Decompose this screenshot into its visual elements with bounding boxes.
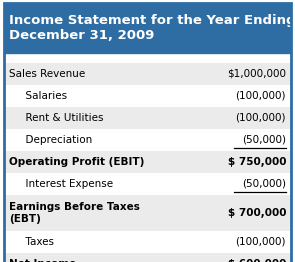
Text: Income Statement for the Year Ending
December 31, 2009: Income Statement for the Year Ending Dec… <box>9 14 295 42</box>
Bar <box>4 129 291 151</box>
Text: Operating Profit (EBIT): Operating Profit (EBIT) <box>9 157 144 167</box>
Text: $1,000,000: $1,000,000 <box>227 69 286 79</box>
Text: Interest Expense: Interest Expense <box>19 179 113 189</box>
Text: (50,000): (50,000) <box>242 179 286 189</box>
Bar <box>4 63 291 85</box>
Bar <box>4 231 291 253</box>
Bar <box>4 3 291 53</box>
Text: Sales Revenue: Sales Revenue <box>9 69 85 79</box>
Bar <box>4 195 291 231</box>
Text: (100,000): (100,000) <box>235 237 286 247</box>
Text: Net Income: Net Income <box>9 259 76 262</box>
Bar <box>4 173 291 195</box>
Text: Rent & Utilities: Rent & Utilities <box>19 113 104 123</box>
Bar <box>4 85 291 107</box>
Text: Taxes: Taxes <box>19 237 54 247</box>
Text: (50,000): (50,000) <box>242 135 286 145</box>
Text: Salaries: Salaries <box>19 91 67 101</box>
Text: $ 750,000: $ 750,000 <box>227 157 286 167</box>
Bar <box>4 53 291 63</box>
Text: (100,000): (100,000) <box>235 113 286 123</box>
Text: $ 700,000: $ 700,000 <box>227 208 286 218</box>
Text: $ 600,000: $ 600,000 <box>228 259 286 262</box>
Bar <box>4 151 291 173</box>
Text: (100,000): (100,000) <box>235 91 286 101</box>
Bar <box>4 253 291 262</box>
Bar <box>4 107 291 129</box>
Text: Earnings Before Taxes
(EBT): Earnings Before Taxes (EBT) <box>9 203 140 223</box>
Text: Depreciation: Depreciation <box>19 135 92 145</box>
